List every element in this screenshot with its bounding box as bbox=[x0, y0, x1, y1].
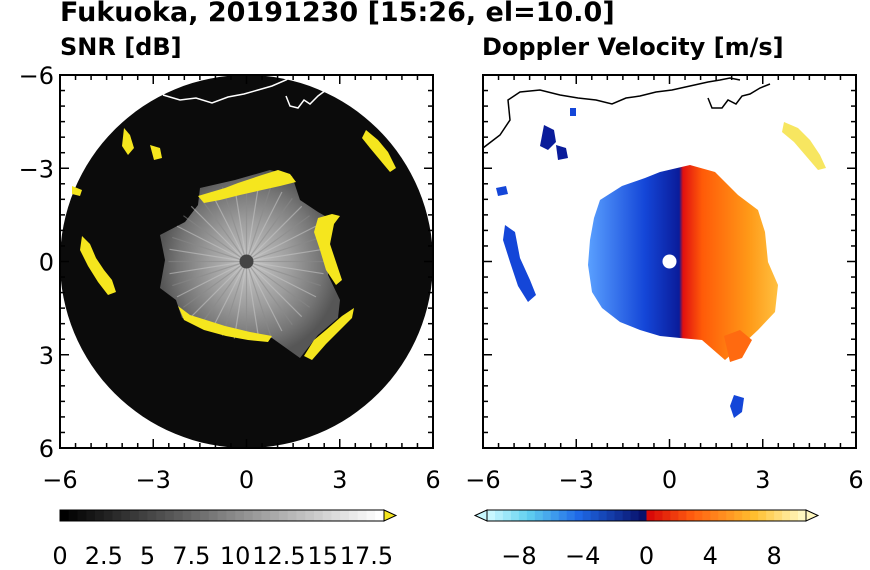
doppler-colorbar-extend-min bbox=[473, 509, 488, 522]
snr-colorbar-extend bbox=[383, 509, 398, 522]
doppler-radar-center bbox=[662, 254, 677, 269]
doppler-x-tick-label: −6 bbox=[465, 466, 500, 494]
main-title: Fukuoka, 20191230 [15:26, el=10.0] bbox=[60, 0, 615, 28]
doppler-colorbar-tick-label: 8 bbox=[766, 542, 781, 570]
snr-patch-nw2 bbox=[150, 145, 162, 160]
snr-patch-w bbox=[72, 186, 82, 196]
doppler-colorbar-tick-label: −4 bbox=[565, 542, 600, 570]
snr-colorbar-tick-label: 12.5 bbox=[252, 542, 305, 570]
snr-radar-center bbox=[239, 254, 254, 269]
doppler-patch-n bbox=[570, 108, 576, 116]
snr-x-tick-label: 6 bbox=[425, 466, 440, 494]
doppler-x-tick-label: −3 bbox=[559, 466, 594, 494]
doppler-patch-nw2 bbox=[556, 145, 568, 160]
doppler-x-tick-label: 0 bbox=[662, 466, 677, 494]
doppler-patch-nw bbox=[540, 125, 556, 150]
snr-coastline bbox=[162, 75, 341, 104]
doppler-colorbar-tick-label: −8 bbox=[501, 542, 536, 570]
doppler-patch-west bbox=[503, 225, 536, 302]
snr-colorbar-tick-label: 17.5 bbox=[340, 542, 393, 570]
snr-colorbar-tick-label: 7.5 bbox=[172, 542, 210, 570]
doppler-panel: −6 −3 0 3 6 bbox=[465, 74, 864, 494]
doppler-axes: −6 −3 0 3 6 bbox=[465, 74, 864, 494]
doppler-echo-region bbox=[588, 165, 778, 360]
snr-radial-streaks bbox=[168, 183, 325, 340]
doppler-patch-w2 bbox=[496, 186, 508, 196]
doppler-coastline bbox=[483, 77, 741, 149]
snr-y-tick-label: 6 bbox=[39, 435, 54, 463]
snr-colorbar-tick-label: 15 bbox=[307, 542, 338, 570]
snr-rim-southwest bbox=[178, 306, 272, 342]
doppler-x-tick-label: 3 bbox=[755, 466, 770, 494]
doppler-patch-s bbox=[730, 395, 744, 418]
snr-rim-north bbox=[198, 170, 296, 203]
snr-colorbar-tick-label: 5 bbox=[140, 542, 155, 570]
doppler-colorbar-extend-max bbox=[805, 509, 820, 522]
snr-x-tick-label: −3 bbox=[136, 466, 171, 494]
snr-y-tick-label: −3 bbox=[19, 155, 54, 183]
snr-y-tick-label: −6 bbox=[19, 62, 54, 90]
doppler-colorbar: −8 −4 0 4 8 bbox=[473, 509, 820, 570]
snr-panel-title: SNR [dB] bbox=[60, 33, 182, 61]
doppler-colorbar-tick-label: 0 bbox=[639, 542, 654, 570]
snr-patch-ne bbox=[362, 130, 396, 172]
snr-colorbar: 0 2.5 5 7.5 10 12.5 15 17.5 bbox=[52, 509, 398, 570]
snr-y-tick-label: 3 bbox=[39, 342, 54, 370]
doppler-x-tick-label: 6 bbox=[848, 466, 863, 494]
doppler-panel-title: Doppler Velocity [m/s] bbox=[482, 33, 784, 61]
snr-rim-west bbox=[80, 236, 116, 295]
snr-coastline-bay bbox=[285, 89, 327, 109]
snr-colorbar-tick-label: 10 bbox=[220, 542, 251, 570]
snr-colorbar-tick-label: 0 bbox=[52, 542, 67, 570]
snr-x-tick-label: 0 bbox=[239, 466, 254, 494]
snr-rim-east bbox=[314, 214, 342, 285]
snr-colorbar-tick-label: 2.5 bbox=[85, 542, 123, 570]
snr-rim-southeast bbox=[304, 308, 354, 360]
doppler-patch-ne bbox=[782, 122, 826, 170]
snr-panel: −6 −3 0 3 6 6 3 0 −3 −6 bbox=[19, 62, 441, 494]
doppler-coastline-bay bbox=[707, 83, 771, 109]
doppler-colorbar-tick-label: 4 bbox=[703, 542, 718, 570]
snr-x-tick-label: −6 bbox=[42, 466, 77, 494]
snr-x-tick-label: 3 bbox=[332, 466, 347, 494]
snr-y-tick-label: 0 bbox=[39, 249, 54, 277]
doppler-patch-se bbox=[724, 330, 752, 362]
snr-patch-nw bbox=[122, 128, 134, 155]
snr-axes: −6 −3 0 3 6 6 3 0 −3 −6 bbox=[19, 62, 441, 494]
